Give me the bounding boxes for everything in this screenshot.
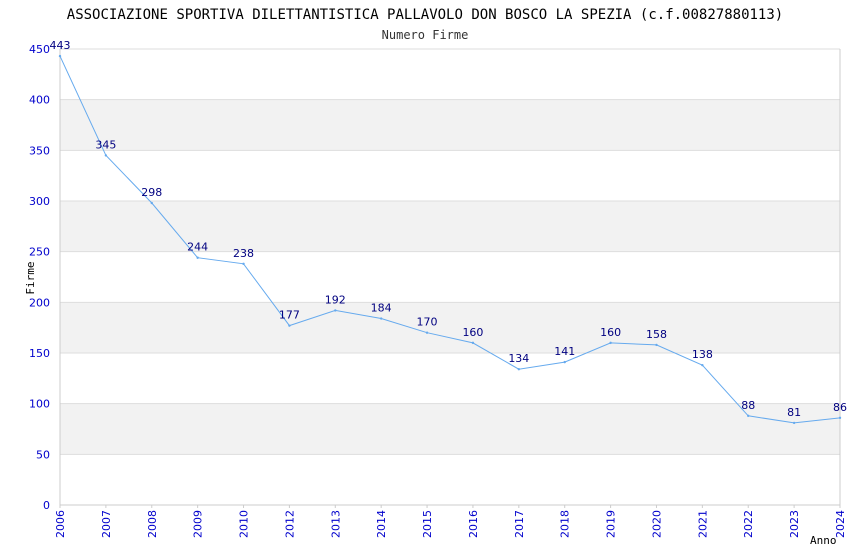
data-label: 184 bbox=[371, 302, 392, 315]
chart-title: ASSOCIAZIONE SPORTIVA DILETTANTISTICA PA… bbox=[67, 7, 783, 23]
data-label: 170 bbox=[417, 316, 438, 329]
x-tick-label: 2010 bbox=[238, 510, 251, 538]
x-tick-label: 2019 bbox=[605, 510, 618, 538]
data-point bbox=[838, 416, 842, 420]
y-tick-label: 150 bbox=[29, 347, 50, 360]
x-tick-label: 2017 bbox=[513, 510, 526, 538]
x-tick-label: 2007 bbox=[100, 510, 113, 538]
data-point bbox=[58, 54, 62, 58]
x-tick-label: 2009 bbox=[192, 510, 205, 538]
data-point bbox=[288, 324, 291, 327]
data-label: 86 bbox=[833, 401, 847, 414]
x-tick-label: 2023 bbox=[788, 510, 801, 538]
data-label: 177 bbox=[279, 309, 300, 322]
x-tick-label: 2020 bbox=[650, 510, 663, 538]
data-label: 244 bbox=[187, 241, 208, 254]
data-point bbox=[563, 360, 566, 364]
x-tick-label: 2013 bbox=[329, 510, 342, 538]
y-axis-label: Firme bbox=[24, 261, 37, 294]
data-point bbox=[379, 317, 383, 320]
data-point bbox=[425, 331, 429, 334]
data-point bbox=[747, 414, 750, 418]
y-tick-label: 0 bbox=[43, 499, 50, 512]
data-label: 443 bbox=[50, 39, 71, 52]
data-label: 134 bbox=[508, 352, 529, 365]
data-label: 238 bbox=[233, 247, 254, 260]
data-point bbox=[150, 201, 153, 205]
grid-band bbox=[60, 302, 840, 353]
x-axis-ticks: 2006 2007 2008 2009 2010 2012 2013 2014 2015 2016… bbox=[54, 510, 847, 538]
gridlines bbox=[60, 48, 840, 506]
data-point bbox=[471, 341, 475, 345]
series-group bbox=[58, 54, 842, 425]
x-tick-label: 2014 bbox=[375, 510, 388, 538]
series-line bbox=[59, 55, 841, 424]
data-label: 298 bbox=[141, 186, 162, 199]
data-point bbox=[701, 363, 704, 367]
data-point bbox=[242, 262, 245, 266]
x-tick-label: 2008 bbox=[146, 510, 159, 538]
x-tick-label: 2022 bbox=[742, 510, 755, 538]
background-bands bbox=[60, 99, 840, 455]
data-point bbox=[517, 368, 521, 371]
x-tick-label: 2016 bbox=[467, 510, 480, 538]
data-label: 138 bbox=[692, 348, 713, 361]
y-tick-label: 350 bbox=[29, 144, 50, 157]
data-label: 160 bbox=[600, 326, 621, 339]
data-label: 160 bbox=[462, 326, 483, 339]
x-tick-label: 2006 bbox=[54, 510, 67, 538]
x-tick-label: 2015 bbox=[421, 510, 434, 538]
y-tick-label: 300 bbox=[29, 195, 50, 208]
data-label: 345 bbox=[95, 138, 116, 151]
x-tick-label: 2021 bbox=[696, 510, 709, 538]
grid-band bbox=[60, 403, 840, 455]
chart-subtitle: Numero Firme bbox=[382, 28, 469, 42]
y-tick-label: 400 bbox=[29, 94, 50, 107]
data-label: 158 bbox=[646, 328, 667, 341]
data-point bbox=[104, 154, 108, 157]
x-tick-label: 2012 bbox=[283, 510, 296, 538]
x-tick-label: 2024 bbox=[834, 510, 847, 538]
y-tick-label: 50 bbox=[36, 448, 50, 461]
data-label: 81 bbox=[787, 406, 801, 419]
data-point bbox=[609, 341, 612, 345]
grid-band bbox=[60, 99, 840, 151]
y-tick-label: 450 bbox=[29, 43, 50, 56]
axes bbox=[59, 49, 841, 508]
data-label: 141 bbox=[554, 345, 575, 358]
y-tick-label: 250 bbox=[29, 246, 50, 259]
y-tick-label: 100 bbox=[29, 398, 50, 411]
data-point bbox=[334, 309, 337, 312]
y-axis-ticks: 0 50 100 150 200 250 300 350 400 450 bbox=[29, 43, 50, 512]
data-point bbox=[196, 256, 199, 259]
y-tick-label: 200 bbox=[29, 296, 50, 309]
x-tick-label: 2018 bbox=[559, 510, 572, 538]
data-labels: 443 345 298 244 238 177 192 184 170 160 134 141 160 1… bbox=[50, 39, 848, 419]
data-label: 192 bbox=[325, 293, 346, 306]
x-axis-label: Anno bbox=[810, 534, 837, 547]
data-point bbox=[655, 343, 658, 347]
data-point bbox=[792, 421, 796, 425]
grid-band bbox=[60, 201, 840, 252]
data-label: 88 bbox=[741, 399, 755, 412]
